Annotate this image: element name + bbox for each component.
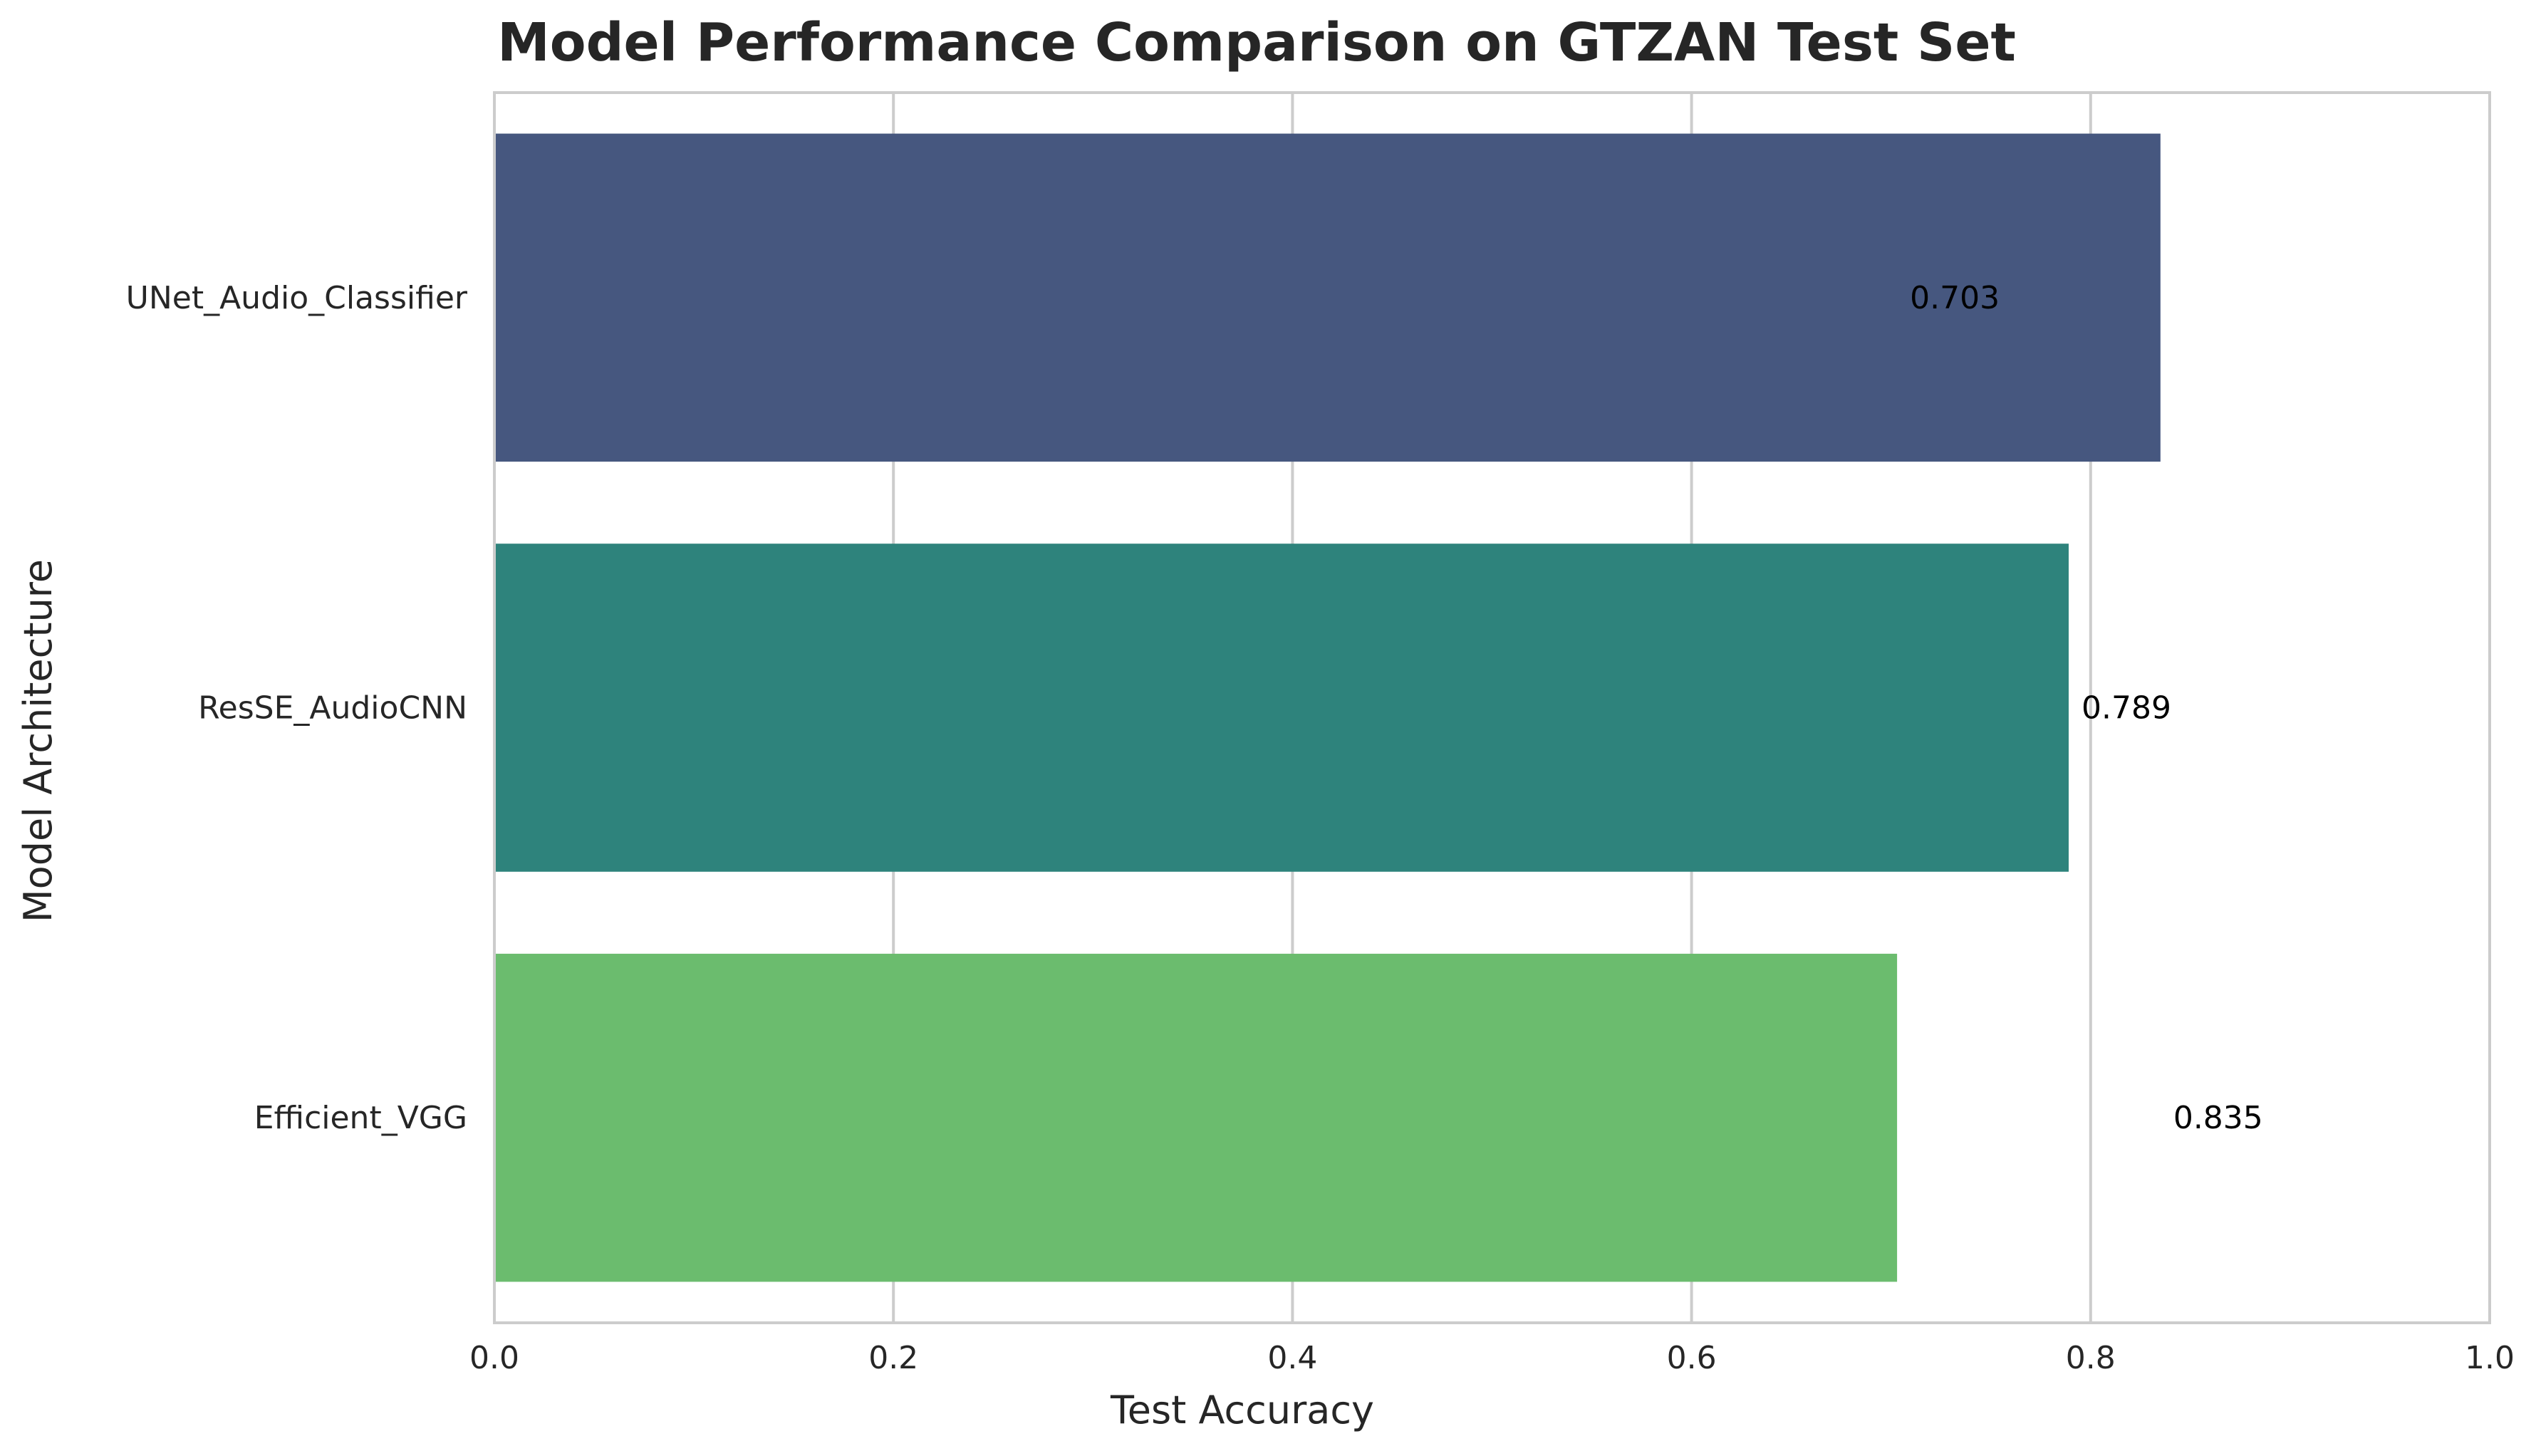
x-tick-label: 0.2 [868, 1340, 918, 1376]
bar [494, 953, 1898, 1282]
bar [494, 544, 2069, 872]
x-tick-label: 1.0 [2465, 1340, 2515, 1376]
x-tick-label: 0.6 [1667, 1340, 1717, 1376]
x-tick-label: 0.4 [1267, 1340, 1317, 1376]
bar-value-label: 0.789 [2082, 690, 2171, 727]
bars [494, 133, 2161, 1282]
tick-labels: 0.0 0.2 0.4 0.6 0.8 1.0 UNet_Audio_Classifier R… [126, 280, 2515, 1376]
x-tick-label: 0.8 [2066, 1340, 2116, 1376]
y-tick-label: Efficient_VGG [254, 1100, 467, 1136]
y-tick-label: ResSE_AudioCNN [198, 690, 467, 727]
bar-value-label: 0.703 [1910, 280, 2000, 316]
chart-title: Model Performance Comparison on GTZAN Te… [497, 12, 2016, 73]
x-axis-title: Test Accuracy [1110, 1388, 1374, 1432]
y-tick-label: UNet_Audio_Classifier [126, 280, 468, 316]
x-tick-label: 0.0 [469, 1340, 519, 1376]
bar [494, 133, 2161, 462]
bar-value-label: 0.835 [2173, 1100, 2263, 1136]
y-axis-title: Model Architecture [16, 559, 61, 922]
plot-frame [493, 91, 2491, 1324]
data-labels: 0.703 0.789 0.835 [1910, 280, 2263, 1136]
